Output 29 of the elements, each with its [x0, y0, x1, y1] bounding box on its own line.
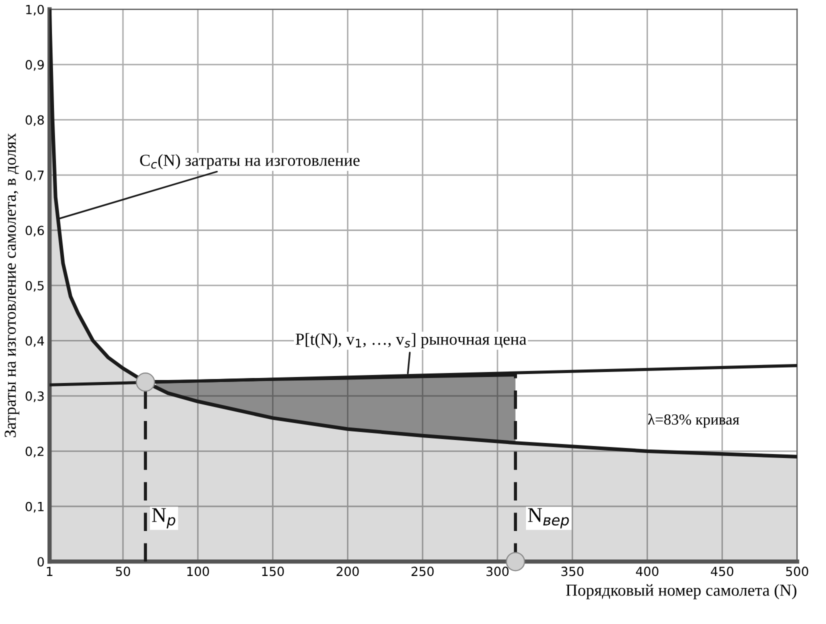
y-tick-label: 0,3	[26, 391, 44, 402]
y-tick-label: 0	[38, 557, 44, 567]
x-tick-label: 50	[116, 566, 130, 576]
annotation: P[t(N), v$_{1}$, …, v$_{s}$] рыночная цена	[296, 333, 526, 348]
x-tick-label: 400	[636, 566, 658, 576]
x-tick-label: 250	[412, 566, 434, 576]
x-tick-label: 100	[187, 566, 209, 576]
y-tick-label: 0,2	[26, 446, 44, 458]
annotation: N$_{р}$	[152, 508, 176, 528]
x-tick-label: 150	[262, 566, 284, 576]
y-tick-label: 0,1	[26, 502, 44, 513]
y-tick-label: 0,4	[26, 336, 44, 347]
x-axis-title: Порядковый номер самолета (N)	[566, 584, 796, 600]
y-tick-label: 0,5	[26, 280, 44, 292]
annotation: λ=83% кривая	[648, 414, 740, 428]
y-tick-label: 0,7	[26, 170, 44, 182]
x-tick-label: 300	[486, 566, 509, 576]
y-tick-label: 1,0	[26, 4, 44, 16]
x-tick-label: 450	[710, 566, 734, 576]
y-axis-title: Затраты на изготовление самолета, в долях	[4, 133, 20, 438]
x-tick-label: 500	[786, 566, 808, 576]
y-tick-label: 0,9	[26, 60, 44, 71]
annotation: N$_{вер}$	[528, 508, 569, 528]
x-tick-label: 350	[561, 566, 584, 576]
y-tick-label: 0,8	[26, 115, 44, 126]
x-tick-label: 200	[336, 566, 359, 576]
annotation: C$_{c}$(N) затраты на изготовление	[140, 154, 360, 170]
y-tick-label: 0,6	[26, 226, 44, 236]
x-tick-label: 1	[46, 566, 52, 576]
